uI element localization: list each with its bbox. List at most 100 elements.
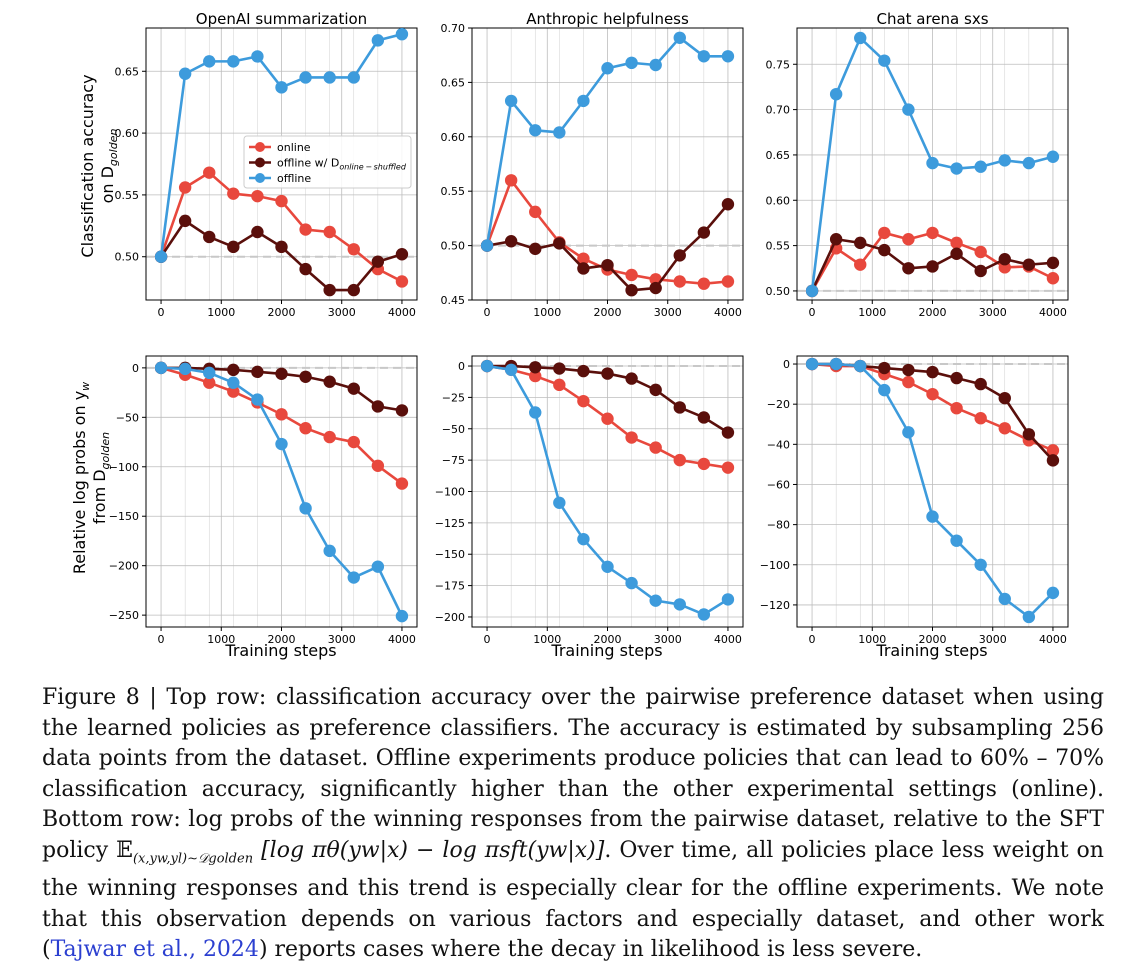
caption-reference-link[interactable]: Tajwar et al., 2024	[50, 937, 259, 963]
data-point-offline_shuffled	[553, 237, 566, 250]
y-tick-label: −250	[109, 609, 139, 622]
x-tick-label: 0	[484, 306, 491, 319]
data-point-offline	[178, 362, 192, 376]
data-point-offline_shuffled	[227, 363, 240, 377]
data-point-offline	[395, 27, 409, 41]
y-tick-label: 0.50	[115, 251, 140, 264]
legend-label-offline: offline	[277, 172, 311, 185]
data-point-online	[673, 275, 686, 288]
y-tick-label: 0	[458, 360, 465, 373]
data-point-offline_shuffled	[950, 371, 963, 385]
data-point-offline	[950, 162, 963, 175]
data-point-offline_shuffled	[902, 363, 915, 377]
x-tick-label: 0	[809, 306, 816, 319]
data-point-offline_shuffled	[625, 372, 638, 385]
chart-bot-1: 0 1000 2000 3000 4000 0 −25 −50 −75 −100 −125 −150 −…	[435, 355, 744, 646]
data-point-offline	[275, 81, 288, 94]
x-tick-label: 3000	[979, 633, 1007, 646]
data-point-offline	[299, 502, 312, 515]
data-point-online	[227, 385, 240, 398]
y-tick-label: −25	[442, 391, 465, 404]
data-point-offline	[529, 124, 542, 137]
data-point-offline	[1046, 150, 1060, 163]
data-point-offline	[480, 359, 494, 373]
data-point-offline	[323, 71, 336, 84]
data-point-offline	[203, 366, 216, 380]
data-point-online	[529, 369, 542, 383]
data-point-online	[323, 430, 336, 444]
data-point-offline	[805, 357, 819, 371]
data-point-offline_shuffled	[178, 214, 192, 228]
data-point-offline_shuffled	[299, 262, 312, 276]
x-tick-label: 1000	[858, 306, 886, 319]
y-tick-label: 0.65	[115, 65, 140, 78]
y-tick-label: 0.70	[441, 22, 466, 35]
data-point-online	[227, 187, 240, 200]
xlabel-3: Training steps	[875, 641, 987, 660]
data-point-offline_shuffled	[721, 426, 735, 439]
x-tick-label: 1000	[533, 633, 561, 646]
data-point-online	[371, 459, 385, 472]
data-point-offline	[323, 544, 336, 558]
x-tick-label: 4000	[388, 306, 416, 319]
data-point-offline	[721, 593, 735, 606]
y-tick-label: 0.45	[441, 294, 466, 307]
data-point-offline	[721, 50, 735, 63]
x-tick-label: 1000	[533, 306, 561, 319]
data-point-online	[926, 387, 939, 401]
ylabel-top: Classification accuracy	[78, 74, 97, 257]
data-point-offline_shuffled	[829, 233, 843, 246]
data-point-offline_shuffled	[950, 247, 963, 260]
chart-title: Chat arena sxs	[876, 10, 988, 28]
chart-title: Anthropic helpfulness	[526, 10, 689, 28]
x-tick-label: 3000	[654, 306, 682, 319]
data-point-offline_shuffled	[529, 242, 542, 256]
data-point-online	[299, 223, 312, 236]
data-point-offline_shuffled	[649, 383, 662, 397]
data-point-offline	[902, 103, 915, 116]
chart-top-1: 0 1000 2000 3000 4000 0.45 0.50 0.55 0.60 0.65 0.7…	[441, 10, 744, 319]
y-tick-label: −125	[435, 517, 465, 530]
x-tick-label: 2000	[919, 306, 947, 319]
data-point-online	[625, 431, 638, 444]
xlabel-1: Training steps	[224, 641, 336, 660]
data-point-offline	[553, 496, 566, 509]
data-point-online	[974, 245, 987, 259]
legend-swatch-marker	[255, 157, 265, 168]
data-point-online	[721, 461, 735, 474]
data-point-offline_shuffled	[395, 248, 409, 261]
ylabel-bottom: Relative log probs on yw	[70, 382, 92, 574]
data-point-offline_shuffled	[347, 382, 360, 395]
data-point-offline_shuffled	[299, 370, 312, 383]
data-point-offline_shuffled	[697, 411, 711, 424]
data-point-offline_shuffled	[625, 284, 638, 297]
legend-swatch-marker	[255, 142, 265, 152]
data-point-offline_shuffled	[251, 365, 264, 379]
data-point-online	[529, 205, 542, 219]
data-point-offline	[926, 510, 939, 523]
y-tick-label: −60	[767, 478, 790, 491]
caption-expectation-sub: (x,yw,yl)∼𝒟golden	[132, 850, 254, 866]
data-point-offline	[504, 94, 518, 108]
legend-label-online: online	[277, 141, 311, 154]
legend-box	[243, 135, 412, 189]
data-point-offline	[203, 55, 216, 68]
data-point-online	[203, 376, 216, 389]
chart-top-0: 0 1000 2000 3000 4000 0.50 0.55 0.60 0.65 OpenAI …	[115, 10, 418, 319]
data-point-offline	[154, 250, 168, 263]
data-point-offline	[998, 592, 1011, 606]
data-point-offline	[371, 34, 385, 47]
data-point-offline	[227, 376, 240, 389]
data-point-offline_shuffled	[601, 367, 614, 380]
x-tick-label: 1000	[858, 633, 886, 646]
data-point-offline_shuffled	[998, 253, 1011, 266]
data-point-offline_shuffled	[1022, 428, 1036, 441]
y-tick-label: 0.55	[115, 189, 140, 202]
data-point-online	[902, 375, 915, 389]
data-point-offline	[805, 284, 819, 298]
data-point-offline_shuffled	[902, 262, 915, 275]
data-point-offline	[299, 71, 312, 84]
y-tick-label: 0.65	[441, 76, 466, 89]
data-point-offline	[998, 154, 1011, 167]
chart-title: OpenAI summarization	[196, 10, 367, 28]
